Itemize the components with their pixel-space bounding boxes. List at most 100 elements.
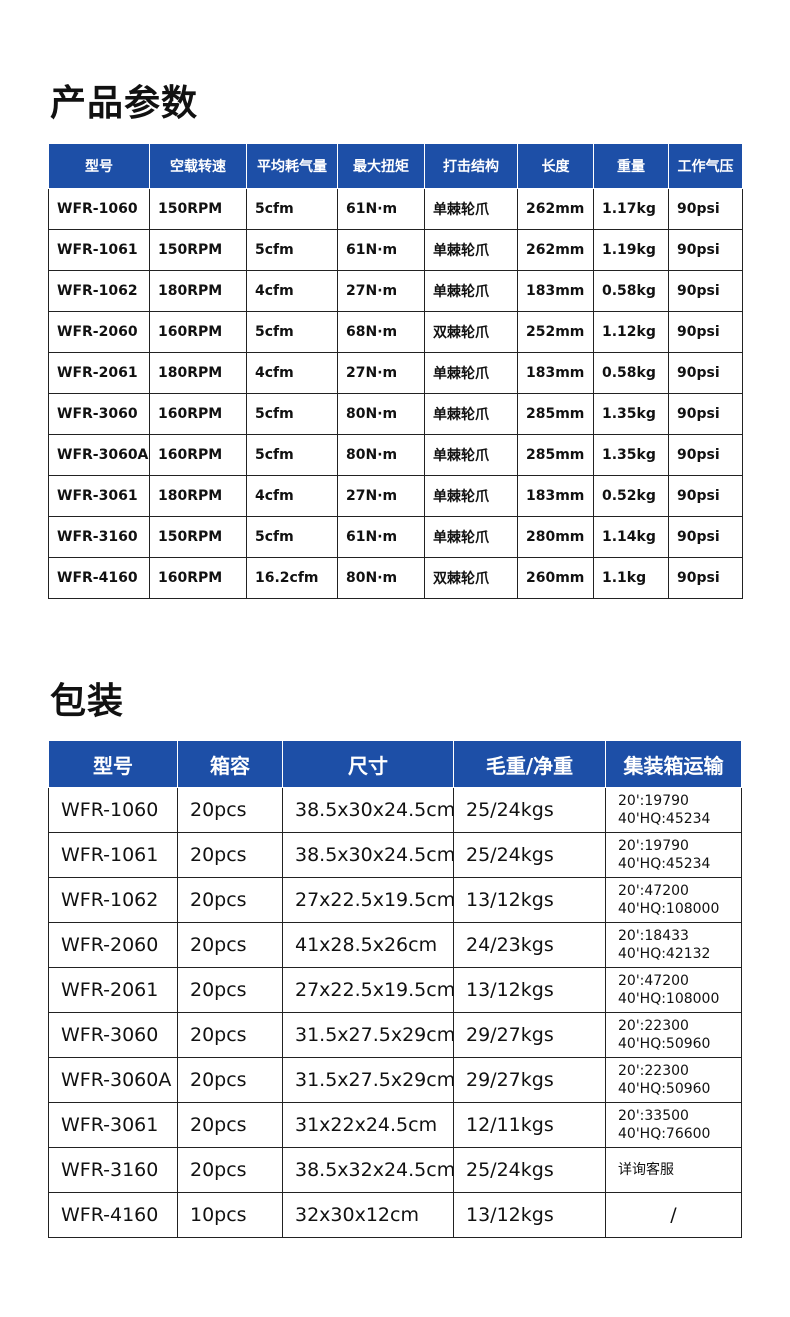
cell-model: WFR-2061 (48, 967, 178, 1013)
shipping-line: 20':47200 (618, 883, 689, 899)
table-row: WFR-4160 160RPM 16.2cfm 80N·m 双棘轮爪 260mm 1.1kg… (48, 557, 743, 599)
table-cell: WFR-3060A (48, 434, 150, 476)
table-cell: 260mm (517, 557, 594, 599)
table-cell: 5cfm (246, 516, 338, 558)
table-cell: 单棘轮爪 (424, 516, 518, 558)
table-cell: WFR-3061 (48, 475, 150, 517)
shipping-line: 40'HQ:42132 (618, 946, 711, 962)
table-row: WFR-4160 10pcs 32x30x12cm 13/12kgs / (48, 1192, 742, 1238)
table-row: WFR-1061 20pcs 38.5x30x24.5cm 25/24kgs 20':1… (48, 832, 742, 878)
shipping-line: 40'HQ:108000 (618, 991, 720, 1007)
cell-size: 31x22x24.5cm (282, 1102, 454, 1148)
table-cell: 4cfm (246, 270, 338, 312)
packaging-column-header: 型号 (48, 740, 178, 788)
table-cell: 1.35kg (593, 434, 669, 476)
table-row: WFR-3160 20pcs 38.5x32x24.5cm 25/24kgs 详询客服 (48, 1147, 742, 1193)
cell-weight: 24/23kgs (453, 922, 606, 968)
cell-qty: 20pcs (177, 877, 283, 923)
params-column-header: 平均耗气量 (246, 143, 338, 189)
cell-weight: 29/27kgs (453, 1057, 606, 1103)
params-column-header: 最大扭矩 (337, 143, 425, 189)
table-cell: 16.2cfm (246, 557, 338, 599)
cell-model: WFR-1061 (48, 832, 178, 878)
table-cell: 150RPM (149, 516, 247, 558)
params-column-header: 空载转速 (149, 143, 247, 189)
params-section-title: 产品参数 (50, 83, 199, 124)
table-cell: 183mm (517, 270, 594, 312)
table-cell: 262mm (517, 229, 594, 271)
table-row: WFR-1062 20pcs 27x22.5x19.5cm 13/12kgs 20':4… (48, 877, 742, 923)
table-cell: 单棘轮爪 (424, 475, 518, 517)
table-cell: 双棘轮爪 (424, 311, 518, 353)
table-cell: WFR-2061 (48, 352, 150, 394)
shipping-line: 20':47200 (618, 973, 689, 989)
table-cell: WFR-2060 (48, 311, 150, 353)
cell-qty: 20pcs (177, 967, 283, 1013)
cell-shipping: 详询客服 (605, 1147, 742, 1193)
table-cell: 180RPM (149, 475, 247, 517)
table-cell: 285mm (517, 393, 594, 435)
table-cell: WFR-3160 (48, 516, 150, 558)
shipping-line: 20':22300 (618, 1063, 689, 1079)
product-params-table: 型号 空载转速 平均耗气量 最大扭矩 打击结构 长度 重量 工作气压 WFR-1060 150R… (48, 143, 743, 599)
cell-qty: 20pcs (177, 922, 283, 968)
cell-size: 31.5x27.5x29cm (282, 1057, 454, 1103)
cell-qty: 10pcs (177, 1192, 283, 1238)
packaging-table-body: WFR-1060 20pcs 38.5x30x24.5cm 25/24kgs 20':1… (48, 787, 742, 1238)
table-cell: 5cfm (246, 188, 338, 230)
table-cell: 262mm (517, 188, 594, 230)
cell-shipping: 20':47200 40'HQ:108000 (605, 877, 742, 923)
cell-qty: 20pcs (177, 1012, 283, 1058)
table-cell: 80N·m (337, 393, 425, 435)
table-cell: 单棘轮爪 (424, 393, 518, 435)
table-cell: 双棘轮爪 (424, 557, 518, 599)
table-cell: 61N·m (337, 188, 425, 230)
table-cell: 5cfm (246, 434, 338, 476)
cell-size: 32x30x12cm (282, 1192, 454, 1238)
cell-size: 38.5x32x24.5cm (282, 1147, 454, 1193)
table-cell: 180RPM (149, 352, 247, 394)
table-row: WFR-3061 180RPM 4cfm 27N·m 单棘轮爪 183mm 0.52kg 90… (48, 475, 743, 517)
table-cell: 0.58kg (593, 270, 669, 312)
cell-model: WFR-3160 (48, 1147, 178, 1193)
shipping-line: 40'HQ:50960 (618, 1036, 711, 1052)
table-cell: 4cfm (246, 352, 338, 394)
table-cell: 1.1kg (593, 557, 669, 599)
cell-qty: 20pcs (177, 1057, 283, 1103)
table-cell: WFR-3060 (48, 393, 150, 435)
table-cell: WFR-1062 (48, 270, 150, 312)
table-cell: 5cfm (246, 229, 338, 271)
cell-shipping: 20':19790 40'HQ:45234 (605, 787, 742, 833)
table-cell: 80N·m (337, 557, 425, 599)
cell-size: 38.5x30x24.5cm (282, 787, 454, 833)
table-cell: 160RPM (149, 557, 247, 599)
table-cell: 285mm (517, 434, 594, 476)
cell-model: WFR-3061 (48, 1102, 178, 1148)
cell-shipping: 20':22300 40'HQ:50960 (605, 1057, 742, 1103)
table-cell: 90psi (668, 475, 743, 517)
table-cell: 183mm (517, 352, 594, 394)
shipping-line: 40'HQ:76600 (618, 1126, 711, 1142)
cell-qty: 20pcs (177, 787, 283, 833)
table-cell: 1.14kg (593, 516, 669, 558)
params-header-row: 型号 空载转速 平均耗气量 最大扭矩 打击结构 长度 重量 工作气压 (48, 143, 743, 189)
cell-weight: 13/12kgs (453, 967, 606, 1013)
table-cell: 27N·m (337, 475, 425, 517)
table-cell: 180RPM (149, 270, 247, 312)
table-cell: 0.52kg (593, 475, 669, 517)
table-cell: WFR-1061 (48, 229, 150, 271)
table-cell: 0.58kg (593, 352, 669, 394)
shipping-line: 20':18433 (618, 928, 689, 944)
table-cell: 单棘轮爪 (424, 434, 518, 476)
table-cell: 1.19kg (593, 229, 669, 271)
params-column-header: 型号 (48, 143, 150, 189)
shipping-line: 20':19790 (618, 838, 689, 854)
table-cell: 90psi (668, 434, 743, 476)
cell-shipping: 20':33500 40'HQ:76600 (605, 1102, 742, 1148)
shipping-line: 20':33500 (618, 1108, 689, 1124)
table-cell: 27N·m (337, 352, 425, 394)
cell-weight: 13/12kgs (453, 1192, 606, 1238)
shipping-line: 20':19790 (618, 793, 689, 809)
table-row: WFR-3060A 160RPM 5cfm 80N·m 单棘轮爪 285mm 1.35kg 9… (48, 434, 743, 476)
table-cell: 单棘轮爪 (424, 270, 518, 312)
